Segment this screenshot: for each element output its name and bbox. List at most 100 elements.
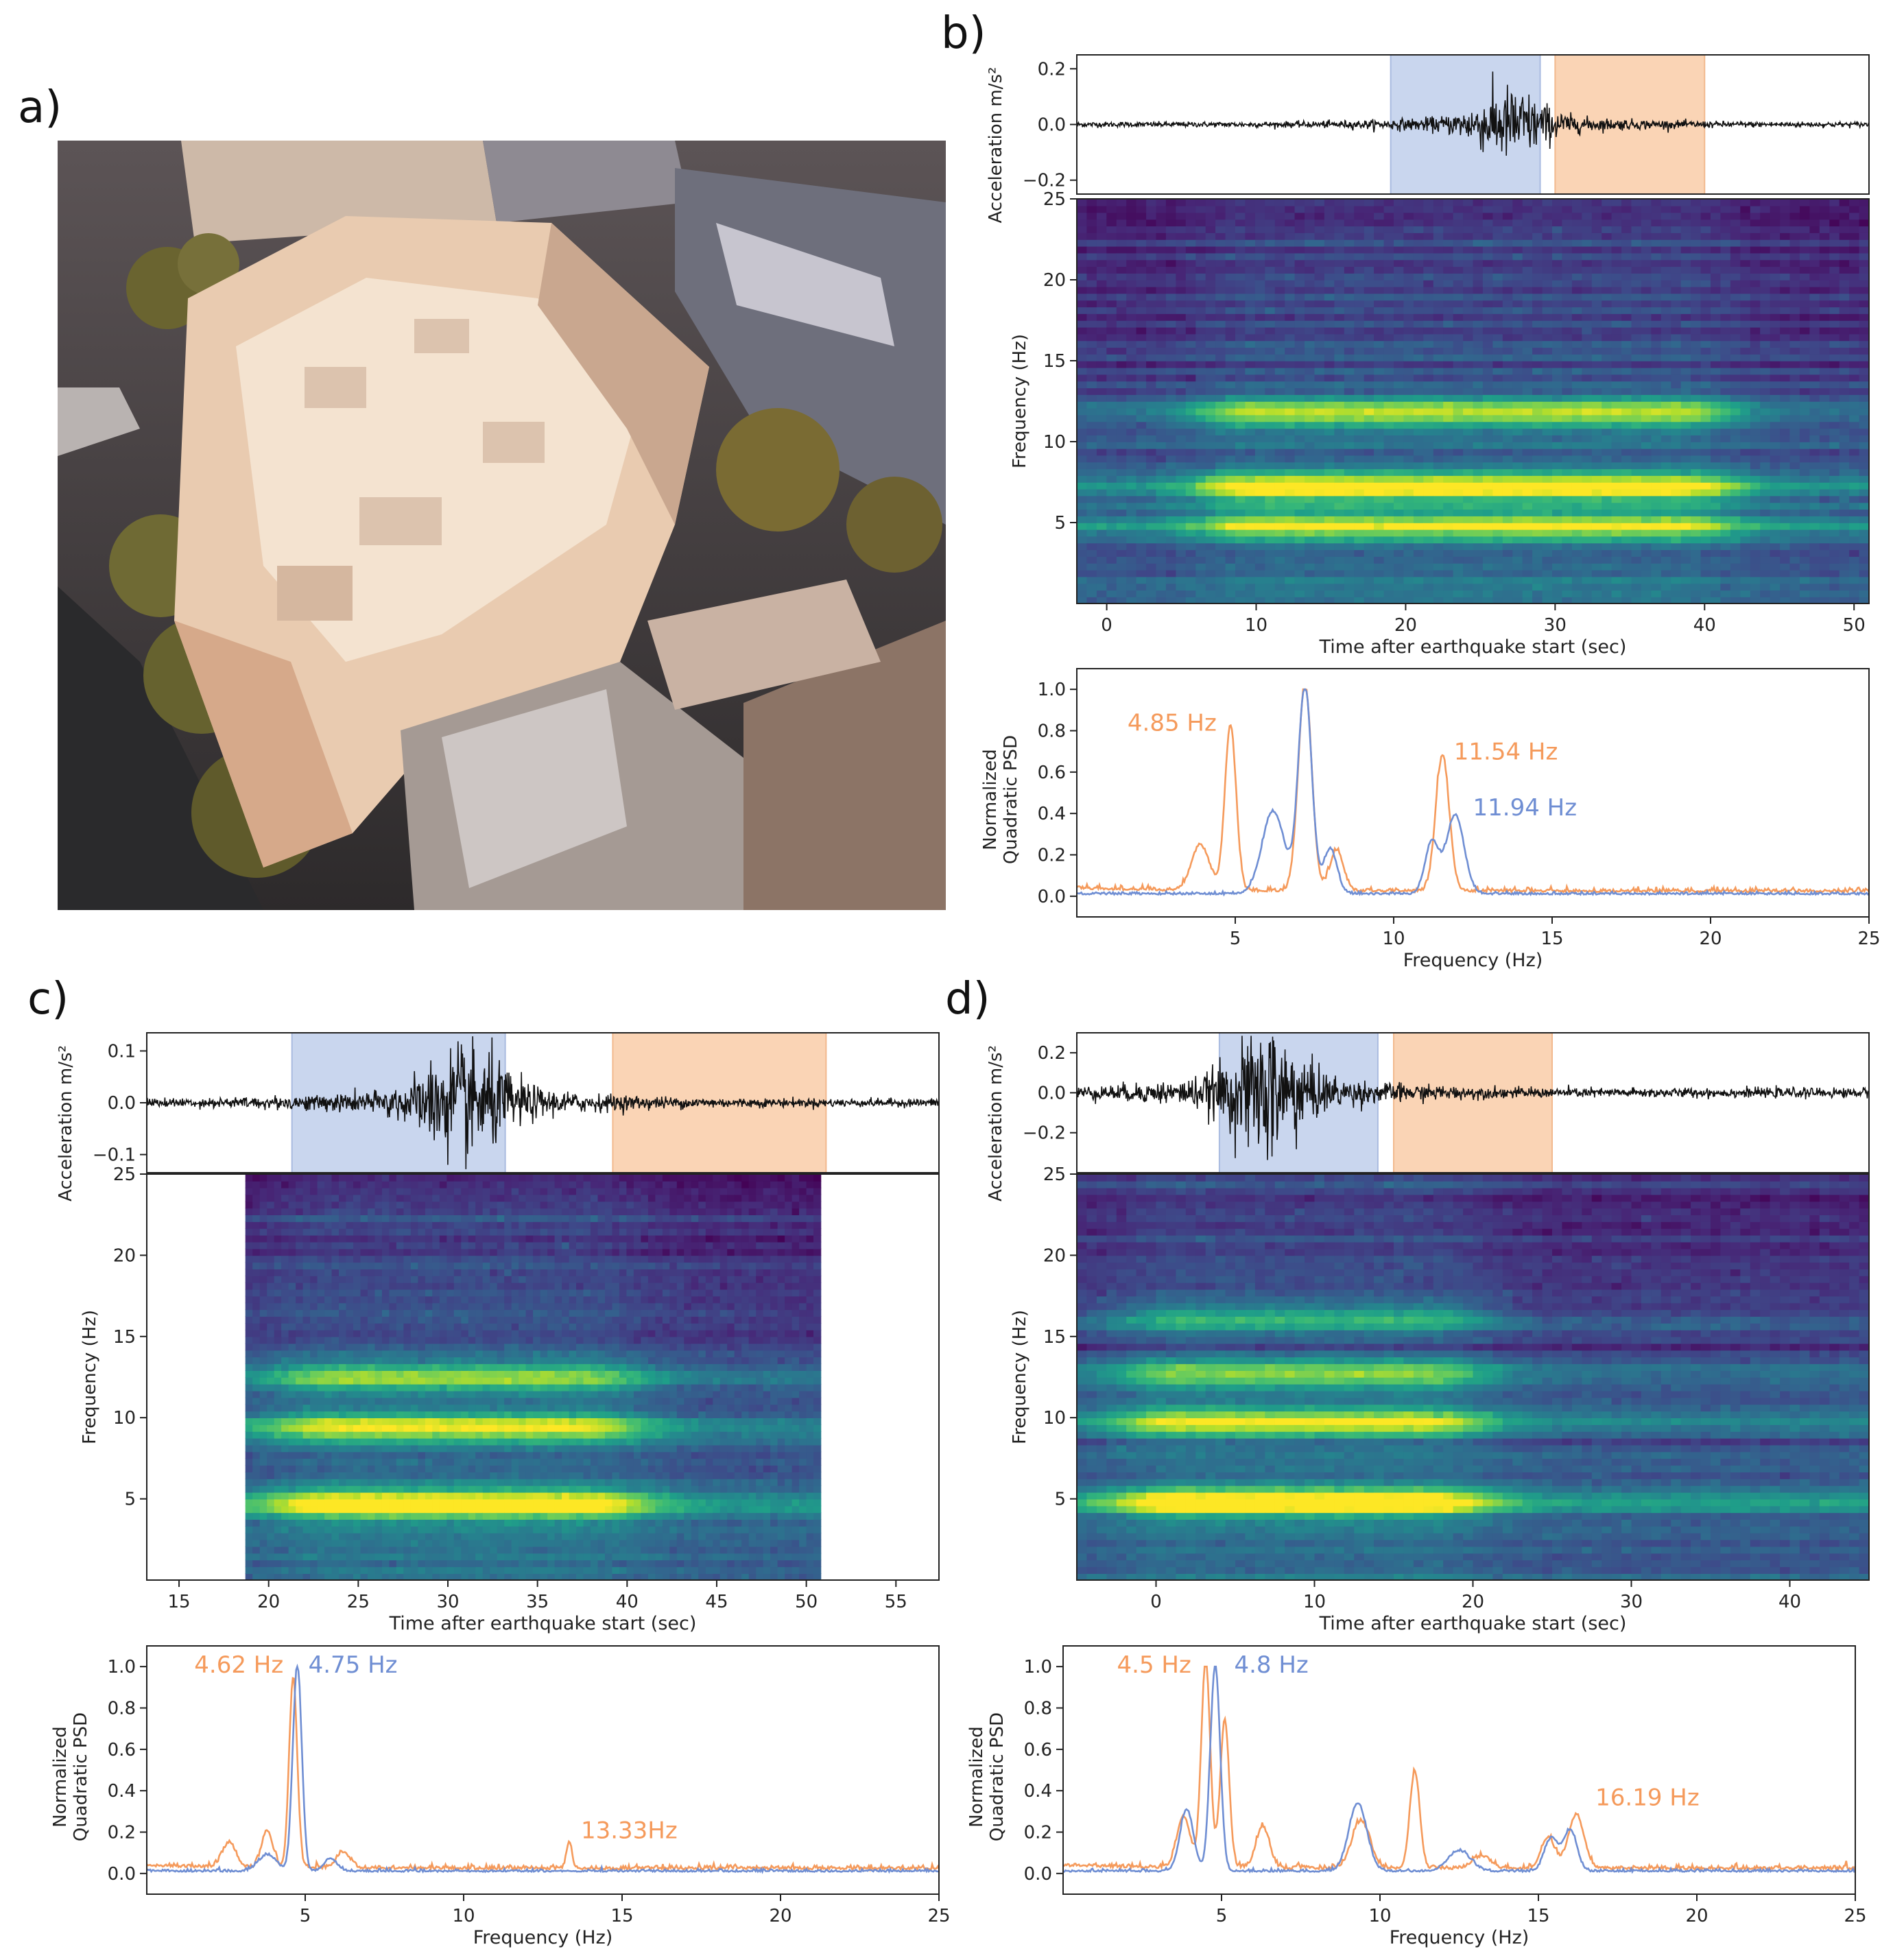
b-spec-cell (1473, 394, 1484, 402)
b-spec-cell (1205, 414, 1216, 422)
b-spec-cell (1086, 448, 1097, 456)
b-spec-cell (1482, 529, 1494, 537)
b-spec-cell (1602, 549, 1612, 557)
b-spec-cell (1374, 597, 1385, 604)
b-spec-cell (1314, 597, 1325, 604)
b-spec-cell (1552, 516, 1563, 523)
b-spec-cell (1324, 468, 1335, 476)
b-spec-cell (1562, 333, 1573, 342)
b-spec-cell (1829, 252, 1840, 261)
b-spec-cell (1602, 273, 1612, 280)
b-spec-cell (1473, 273, 1484, 280)
b-spec-cell (1591, 569, 1602, 577)
b-spec-cell (1859, 407, 1870, 416)
b-spec-cell (1086, 212, 1097, 220)
b-spec-cell (1294, 252, 1305, 261)
b-spec-cell (1680, 246, 1691, 254)
b-spec-cell (1621, 462, 1632, 470)
b-spec-cell (1394, 307, 1405, 314)
b-spec-cell (1334, 583, 1345, 591)
b-spec-cell (1254, 347, 1266, 355)
b-spec-cell (1146, 428, 1157, 435)
b-spec-cell (1522, 401, 1533, 409)
b-spec-cell (1077, 556, 1088, 564)
b-spec-cell (1770, 273, 1781, 280)
b-spec-cell (1641, 212, 1652, 220)
b-spec-cell (1651, 529, 1662, 537)
b-spec-cell (1552, 307, 1563, 314)
b-spec-cell (1671, 374, 1682, 382)
b-spec-cell (1641, 252, 1652, 261)
b-spec-cell (1305, 226, 1315, 233)
b-spec-cell (1433, 495, 1444, 503)
b-spec-cell (1394, 583, 1405, 591)
b-spec-cell (1730, 387, 1741, 395)
b-spec-cell (1849, 529, 1860, 537)
b-spec-cell (1433, 381, 1444, 389)
b-spec-cell (1740, 394, 1751, 402)
b-spec-cell (1571, 407, 1583, 416)
b-spec-cell (1443, 482, 1454, 490)
b-spec-cell (1700, 320, 1711, 328)
b-spec-cell (1671, 569, 1682, 577)
c-spec-cell (252, 1539, 261, 1547)
b-spec-cell (1839, 407, 1850, 416)
b-spec-cell (1136, 239, 1147, 247)
b-spec-cell (1799, 374, 1811, 382)
b-spec-cell (1829, 455, 1840, 463)
b-spec-cell (1423, 468, 1434, 476)
b-spec-cell (1799, 502, 1811, 510)
b-spec-cell (1185, 374, 1196, 382)
b-spec-cell (1780, 401, 1791, 409)
b-spec-cell (1760, 475, 1771, 483)
b-spec-cell (1225, 556, 1236, 564)
b-spec-cell (1364, 435, 1374, 442)
b-spec-cell (1859, 448, 1870, 456)
c-seis-trace (147, 1036, 939, 1169)
b-spec-cell (1660, 286, 1671, 294)
b-spec-cell (1305, 320, 1315, 328)
b-spec-cell (1195, 387, 1206, 395)
b-spec-cell (1819, 239, 1830, 247)
b-spec-cell (1245, 374, 1256, 382)
b-spec-cell (1859, 556, 1870, 564)
b-spec-cell (1730, 259, 1741, 267)
b-spec-cell (1136, 488, 1147, 497)
b-spec-cell (1482, 374, 1494, 382)
b-spec-cell (1522, 333, 1533, 342)
b-spec-cell (1691, 280, 1702, 287)
b-spec-cell (1235, 407, 1246, 416)
b-spec-cell (1542, 495, 1553, 503)
b-spec-cell (1423, 367, 1434, 375)
c-spec-cell (245, 1302, 253, 1311)
b-spec-cell (1245, 536, 1256, 544)
b-spec-cell (1394, 435, 1405, 442)
b-spec-cell (1314, 387, 1325, 395)
b-spec-cell (1077, 320, 1088, 328)
b-spec-cell (1700, 442, 1711, 449)
b-spec-cell (1552, 205, 1563, 213)
b-spec-cell (1176, 280, 1187, 287)
b-spec-cell (1819, 475, 1830, 483)
b-spec-cell (1839, 367, 1850, 375)
b-spec-cell (1492, 523, 1503, 530)
b-spec-cell (1195, 280, 1206, 287)
b-spec-cell (1394, 354, 1405, 361)
b-spec-cell (1394, 421, 1405, 429)
b-spec-cell (1611, 556, 1622, 564)
b-spec-cell (1641, 381, 1652, 389)
b-spec-cell (1146, 205, 1157, 213)
b-spec-cell (1799, 597, 1811, 604)
b-spec-cell (1482, 401, 1494, 409)
b-spec-cell (1720, 523, 1731, 530)
b-spec-cell (1799, 361, 1811, 368)
b-spec-cell (1403, 475, 1414, 483)
b-spec-cell (1096, 354, 1108, 361)
b-spec-cell (1799, 468, 1811, 476)
b-spec-cell (1453, 280, 1464, 287)
b-spec-cell (1591, 468, 1602, 476)
b-spec-cell (1680, 347, 1691, 355)
b-spec-cell (1760, 320, 1771, 328)
b-spec-cell (1235, 516, 1246, 523)
